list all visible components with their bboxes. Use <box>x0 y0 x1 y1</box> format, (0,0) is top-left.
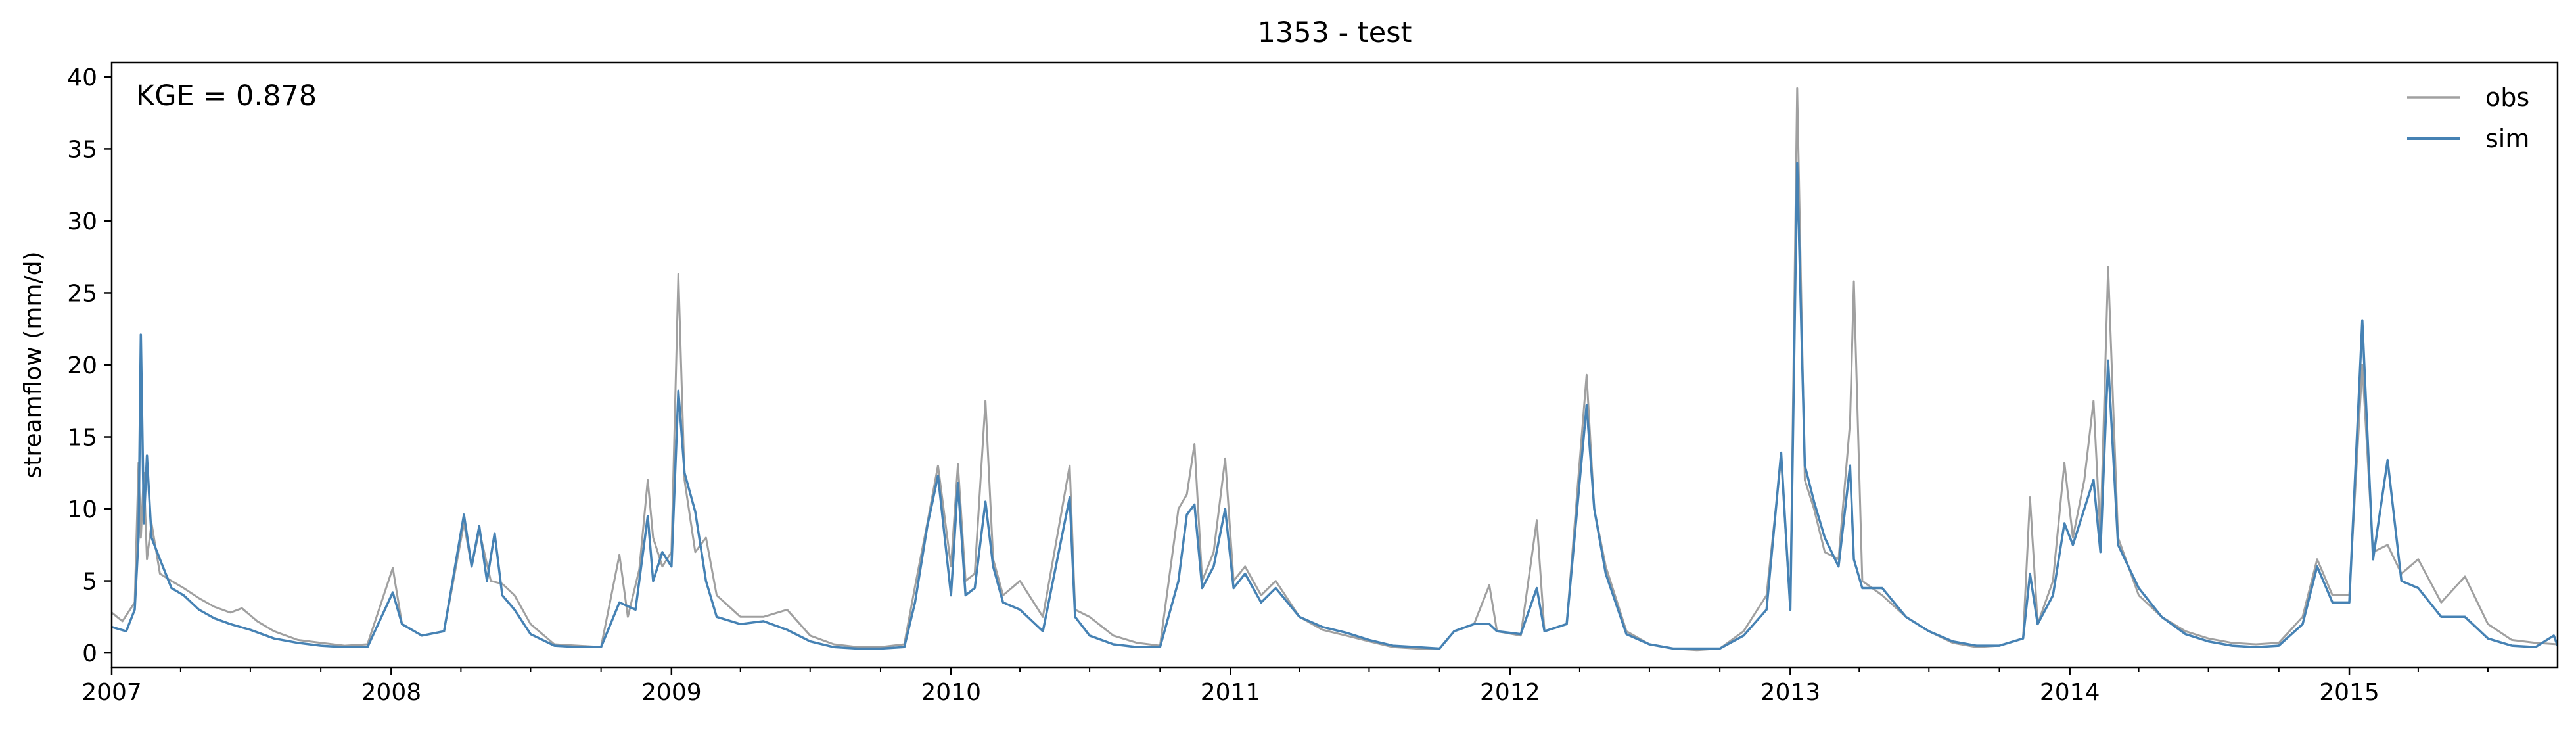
legend: obs sim <box>2407 83 2529 153</box>
x-tick-label-2009: 2009 <box>641 679 702 706</box>
y-tick-label-30: 30 <box>67 208 97 235</box>
y-tick-label-25: 25 <box>67 280 97 307</box>
x-axis: 2007 2008 2009 2010 2011 2012 2013 2014 2015 <box>81 667 2489 706</box>
y-tick-label-0: 0 <box>82 640 97 667</box>
x-tick-label-2013: 2013 <box>1760 679 1821 706</box>
legend-obs-label: obs <box>2485 83 2529 112</box>
x-tick-label-2008: 2008 <box>361 679 422 706</box>
legend-sim-label: sim <box>2485 124 2529 153</box>
x-tick-label-2007: 2007 <box>81 679 142 706</box>
y-tick-label-20: 20 <box>67 352 97 379</box>
chart-title: 1353 - test <box>1258 16 1412 49</box>
x-tick-label-2010: 2010 <box>921 679 981 706</box>
kge-annotation: KGE = 0.878 <box>136 80 317 112</box>
x-tick-label-2011: 2011 <box>1201 679 1261 706</box>
series-line-sim <box>112 162 2558 650</box>
y-tick-label-10: 10 <box>67 496 97 523</box>
y-tick-label-15: 15 <box>67 425 97 452</box>
series-layer <box>112 87 2558 652</box>
x-tick-label-2012: 2012 <box>1480 679 1540 706</box>
x-tick-label-2015: 2015 <box>2319 679 2380 706</box>
y-tick-label-35: 35 <box>67 136 97 163</box>
y-tick-label-40: 40 <box>67 64 97 91</box>
y-axis-label: streamflow (mm/d) <box>20 252 47 479</box>
y-tick-label-5: 5 <box>82 569 97 596</box>
y-axis: 0 5 10 15 20 25 30 35 40 <box>67 64 112 667</box>
x-tick-label-2014: 2014 <box>2040 679 2100 706</box>
